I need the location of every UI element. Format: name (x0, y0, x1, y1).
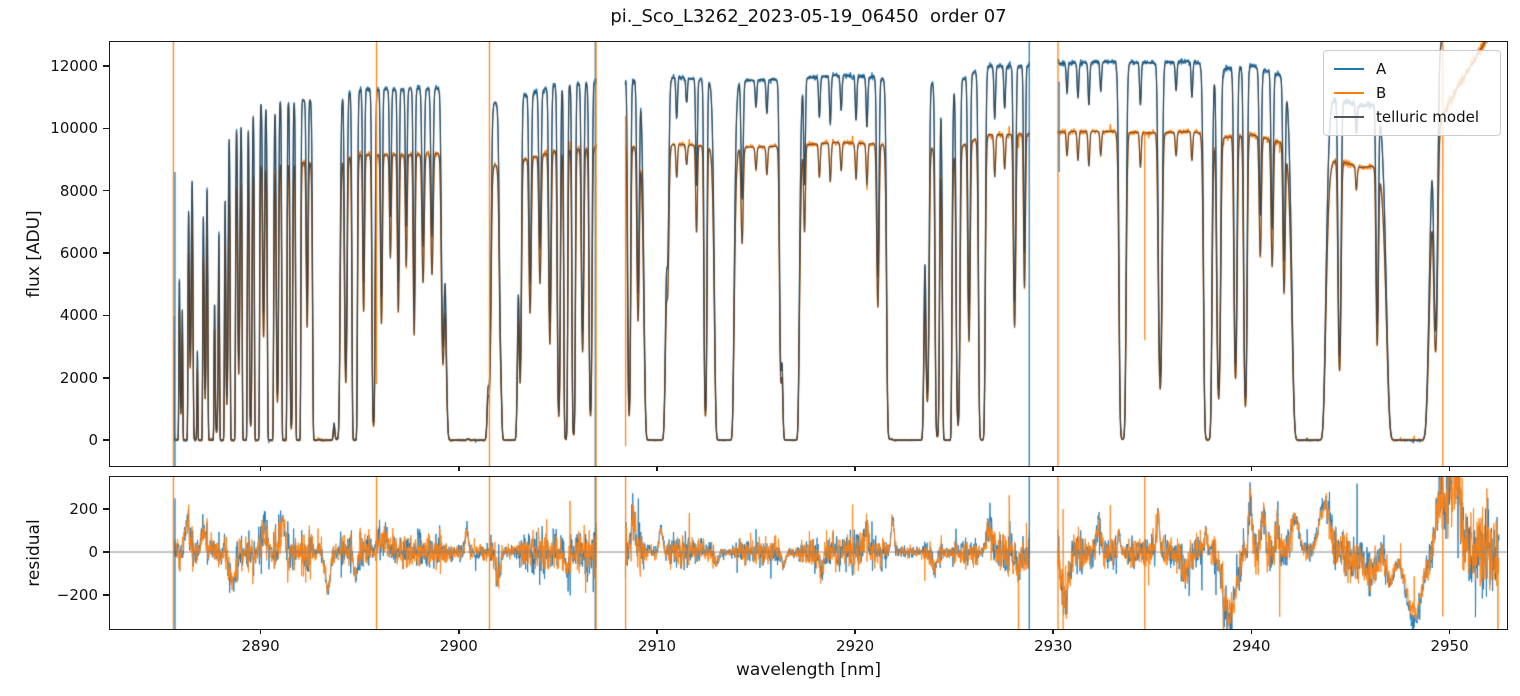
y-tick-label: 2000 (59, 368, 98, 387)
y-tick-label: −200 (56, 586, 98, 605)
x-tick-mark (854, 466, 856, 471)
y-tick-mark (103, 594, 109, 596)
legend-entry-a: A (1334, 57, 1490, 81)
x-tick-mark (656, 466, 658, 471)
y-tick-label: 0 (88, 431, 98, 450)
y-tick-mark (103, 65, 109, 67)
legend-line-a-icon (1334, 68, 1364, 70)
x-tick-mark (854, 629, 856, 634)
y-tick-mark (103, 508, 109, 510)
y-tick-mark (103, 314, 109, 317)
y-tick-label: 200 (69, 500, 98, 519)
y-tick-mark (103, 127, 109, 130)
y-tick-mark (103, 252, 109, 254)
flux-plot-canvas (109, 41, 1507, 466)
x-tick-label: 2910 (637, 637, 676, 655)
legend-line-telluric-icon (1334, 116, 1364, 118)
y-tick-mark (103, 189, 109, 192)
legend-line-b-icon (1334, 92, 1364, 94)
wavelength-axis-label: wavelength [nm] (735, 660, 882, 680)
x-tick-mark (1250, 466, 1253, 471)
legend-label-telluric-model: telluric model (1376, 108, 1480, 126)
y-tick-label: 10000 (50, 119, 98, 138)
x-tick-mark (1448, 629, 1451, 634)
x-tick-mark (259, 466, 262, 471)
residual-panel-axes (108, 475, 1508, 630)
x-tick-mark (1250, 629, 1253, 634)
x-tick-label: 2940 (1232, 637, 1271, 655)
x-tick-label: 2900 (439, 637, 478, 655)
x-tick-label: 2950 (1430, 637, 1469, 655)
legend-label-b: B (1376, 84, 1387, 102)
chart-title: pi._Sco_L3262_2023-05-19_06450 order 07 (610, 6, 1007, 27)
x-tick-mark (458, 466, 460, 471)
flux-panel-axes (108, 40, 1508, 467)
x-tick-mark (1052, 629, 1054, 634)
legend-entry-b: B (1334, 81, 1490, 105)
legend-label-a: A (1376, 60, 1387, 78)
y-tick-label: 12000 (50, 57, 98, 75)
x-tick-label: 2920 (835, 637, 875, 655)
x-tick-mark (1448, 466, 1451, 471)
y-tick-label: 6000 (59, 244, 98, 263)
x-tick-label: 2890 (241, 637, 280, 655)
y-tick-mark (103, 377, 109, 379)
y-tick-label: 0 (88, 543, 98, 562)
legend-box: A B telluric model (1323, 50, 1501, 136)
y-tick-mark (103, 439, 109, 441)
x-tick-mark (656, 629, 658, 634)
y-tick-label: 4000 (59, 306, 98, 325)
x-tick-mark (259, 629, 262, 634)
y-tick-label: 8000 (59, 181, 98, 200)
x-tick-mark (458, 629, 460, 634)
legend-entry-telluric-model: telluric model (1334, 105, 1490, 129)
y-tick-mark (103, 551, 109, 553)
x-tick-mark (1052, 466, 1054, 471)
x-tick-label: 2930 (1034, 637, 1073, 655)
residual-plot-canvas (109, 476, 1507, 629)
